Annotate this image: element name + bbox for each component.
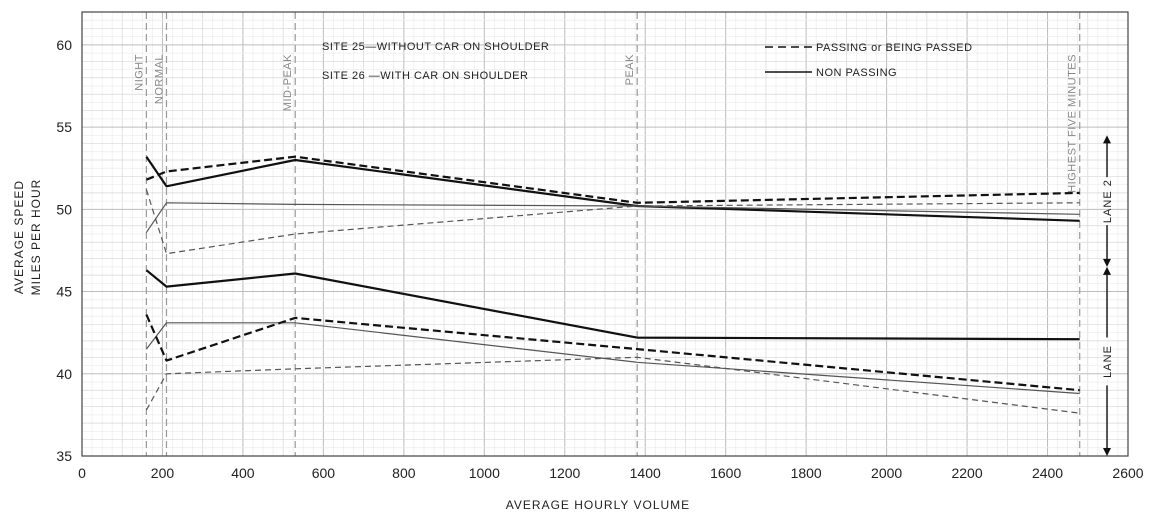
series-line-7 — [145, 314, 1080, 392]
x-tick-label: 200 — [151, 465, 175, 481]
lane-label: LANE — [1102, 345, 1114, 378]
series-group — [145, 155, 1080, 414]
period-marker-label: NIGHT — [133, 54, 145, 91]
site-notes: SITE 25—WITHOUT CAR ON SHOULDER SITE 26 … — [322, 41, 549, 82]
series-line-2 — [145, 155, 1080, 204]
x-tick-label: 1800 — [791, 465, 822, 481]
x-tick-label: 2400 — [1032, 465, 1063, 481]
y-tick-label: 50 — [56, 201, 72, 217]
legend-label-passing: PASSING or BEING PASSED — [816, 42, 973, 54]
tick-labels: 0 200 400 600 800 1000 1200 1400 1600 1800 2000 220… — [56, 37, 1143, 481]
legend-label-non-passing: NON PASSING — [816, 67, 897, 79]
x-tick-label: 2600 — [1112, 465, 1143, 481]
lane-arrow-head — [1103, 258, 1111, 267]
y-tick-label: 35 — [56, 448, 72, 464]
y-tick-label: 45 — [56, 284, 72, 300]
lane-label: LANE 2 — [1102, 179, 1114, 223]
lane-arrow-head — [1103, 266, 1111, 275]
series-line-6 — [145, 322, 1080, 395]
lane-arrow-head — [1103, 135, 1111, 144]
period-marker-label: MID-PEAK — [282, 54, 294, 111]
site-note-25: SITE 25—WITHOUT CAR ON SHOULDER — [322, 41, 549, 53]
series-line-3 — [145, 202, 1080, 233]
period-marker-label: HIGHEST FIVE MINUTES — [1067, 54, 1079, 193]
site-note-26: SITE 26 —WITH CAR ON SHOULDER — [322, 70, 528, 82]
x-tick-label: 1000 — [469, 465, 500, 481]
series-line-8 — [145, 356, 1080, 414]
x-tick-label: 2200 — [951, 465, 982, 481]
period-markers: NIGHT NORMAL MID-PEAK PEAK HIGHEST FIVE MINU… — [133, 12, 1081, 456]
x-axis-label: AVERAGE HOURLY VOLUME — [506, 498, 690, 512]
x-tick-label: 800 — [392, 465, 416, 481]
x-tick-label: 1200 — [549, 465, 580, 481]
x-tick-label: 1400 — [630, 465, 661, 481]
series-line-5 — [145, 269, 1080, 341]
x-tick-label: 1600 — [710, 465, 741, 481]
legend: PASSING or BEING PASSED NON PASSING — [765, 42, 973, 79]
x-tick-label: 600 — [312, 465, 336, 481]
lane-arrow-head — [1103, 448, 1111, 456]
series-line-4 — [145, 189, 1080, 255]
plot-frame — [81, 11, 1129, 457]
y-axis-label-line-2: MILES PER HOUR — [29, 179, 43, 296]
y-axis-label-line-1: AVERAGE SPEED — [12, 180, 26, 294]
series-line-1 — [145, 156, 1080, 222]
x-tick-label: 2000 — [871, 465, 902, 481]
y-tick-label: 60 — [56, 37, 72, 53]
y-tick-label: 40 — [56, 366, 72, 382]
x-tick-label: 0 — [78, 465, 86, 481]
x-tick-label: 400 — [231, 465, 255, 481]
period-marker-label: NORMAL — [153, 54, 165, 104]
lane-markers: LANE 2 LANE — [1102, 135, 1114, 456]
y-tick-label: 55 — [56, 119, 72, 135]
period-marker-label: PEAK — [624, 54, 636, 86]
